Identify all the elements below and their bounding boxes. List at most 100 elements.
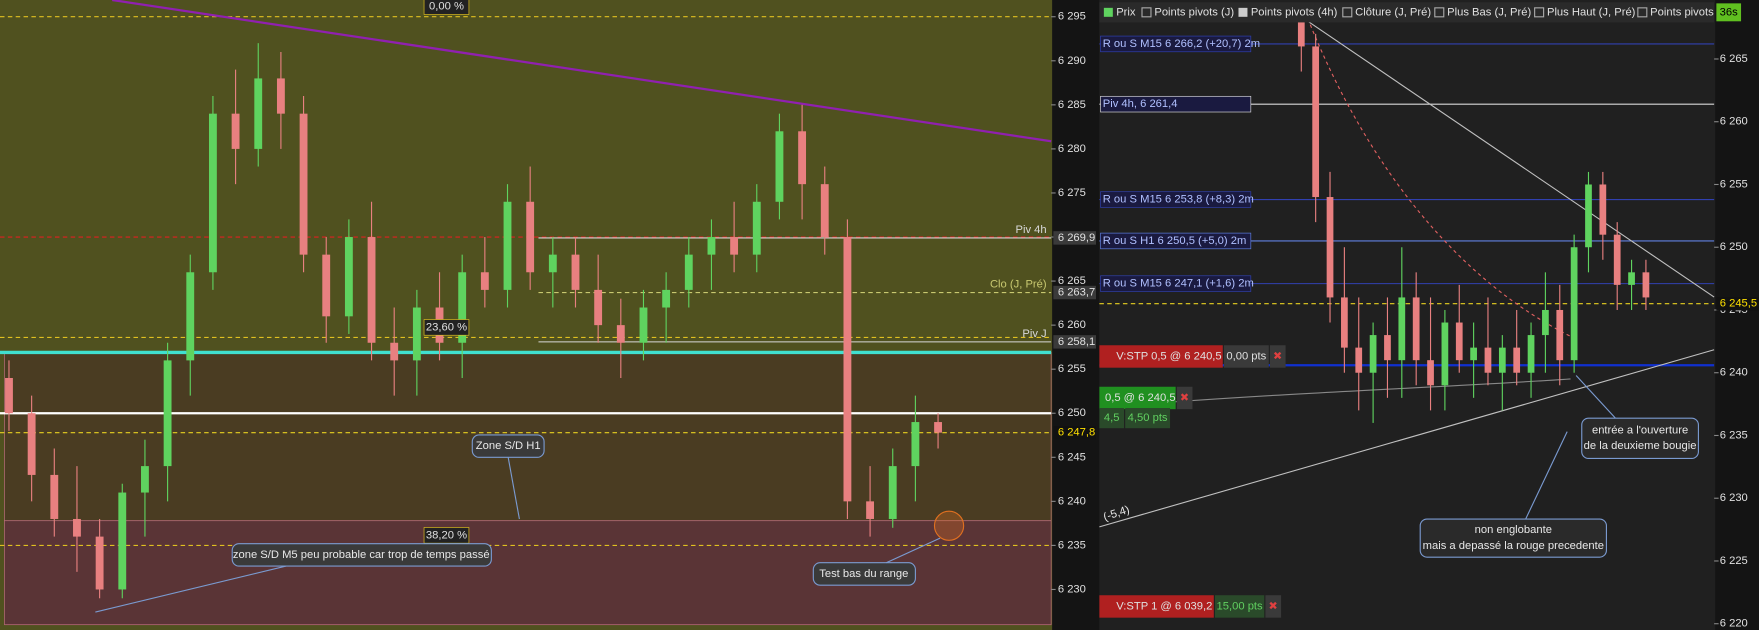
order-box[interactable] xyxy=(1099,386,1176,410)
candle-body xyxy=(50,474,59,519)
level-badge xyxy=(1053,335,1097,349)
curve xyxy=(1309,24,1571,337)
cancel-icon[interactable]: ✖ xyxy=(1269,600,1278,612)
candle-body xyxy=(118,492,127,590)
candle-body xyxy=(1398,297,1406,361)
candle-body xyxy=(684,254,693,290)
candle-body xyxy=(1470,347,1477,361)
annotation-text: de la deuxieme bougie xyxy=(1584,440,1697,452)
level-box xyxy=(1100,275,1252,292)
annotation-text: zone S/D M5 peu probable car trop de tem… xyxy=(233,549,490,561)
callout-pointer xyxy=(95,565,287,613)
callout-box xyxy=(812,562,916,586)
y-tick-label: 6 230 xyxy=(1058,583,1086,595)
level-badge xyxy=(1053,285,1097,300)
order-box[interactable] xyxy=(1099,345,1223,368)
fib-label: 0,00 % xyxy=(429,1,464,13)
y-tick-label: 6 295 xyxy=(1058,11,1086,23)
price-badge xyxy=(1053,425,1097,440)
candle-body xyxy=(1628,272,1635,285)
candle-body xyxy=(1384,335,1391,361)
cancel-icon[interactable]: ✖ xyxy=(1273,350,1282,362)
legend-item[interactable]: Prix xyxy=(1116,6,1136,18)
candle-body xyxy=(616,325,625,343)
y-tick-label: 6 250 xyxy=(1058,407,1086,419)
labels: 6 230 6 235 6 240 6 245 6 250 6 255 6 260 6 265… xyxy=(423,0,1759,630)
cancel-button[interactable] xyxy=(1269,345,1286,368)
candle-body xyxy=(1369,335,1377,373)
trendline xyxy=(112,0,1052,143)
checkbox[interactable] xyxy=(1103,7,1113,17)
order-label: V:STP 0,5 @ 6 240,5 xyxy=(1116,350,1221,362)
y-tick-label: 6 290 xyxy=(1058,55,1086,67)
candle-body xyxy=(322,254,331,317)
fib-label: 38,20 % xyxy=(426,529,467,541)
candle-body xyxy=(526,201,535,273)
level-box xyxy=(1100,35,1252,53)
candle-body xyxy=(231,113,240,149)
candle-body xyxy=(73,518,81,537)
candle-body xyxy=(1542,309,1549,336)
cancel-button[interactable] xyxy=(1265,595,1282,618)
y-tick-label: 6 255 xyxy=(1058,363,1086,375)
candle-body xyxy=(1455,322,1463,361)
y-tick-label: 6 250 xyxy=(1720,241,1748,253)
cancel-button[interactable] xyxy=(1176,386,1193,410)
y-tick-label: 6 260 xyxy=(1720,116,1748,128)
right-axis-bg xyxy=(1715,0,1759,630)
trendline xyxy=(1099,349,1715,528)
level-box xyxy=(1100,95,1252,113)
candle-body xyxy=(1427,360,1434,386)
checkbox[interactable] xyxy=(1342,7,1353,18)
candle-body xyxy=(5,378,13,414)
level-badge-label: 6 258,1 xyxy=(1058,336,1095,348)
annotation-text: Test bas du range xyxy=(819,568,908,580)
legend-item[interactable]: Plus Haut (J, Pré) xyxy=(1547,6,1636,18)
y-tick-label: 6 255 xyxy=(1720,178,1748,190)
checkbox[interactable] xyxy=(1534,7,1545,18)
cancel-icon[interactable]: ✖ xyxy=(1180,392,1189,404)
toolbar: Prix Points pivots (J) Points pivots (4h… xyxy=(1099,2,1742,23)
y-tick-label: 6 235 xyxy=(1720,429,1748,441)
candle-body xyxy=(775,131,784,202)
legend-item[interactable]: Clôture (J, Pré) xyxy=(1355,6,1431,18)
order-pts-box xyxy=(1125,408,1171,429)
orders: V:STP 0,5 @ 6 240,5 0,00 pts ✖ 0,5 @ 6 2… xyxy=(1099,345,1286,618)
right-plot-bg xyxy=(1099,0,1716,630)
order-box[interactable] xyxy=(1099,595,1214,618)
callout-pointer xyxy=(1575,375,1616,419)
checkbox[interactable] xyxy=(1141,7,1152,18)
annotation-text: entrée a l'ouverture xyxy=(1592,424,1688,436)
level-name: Clo (J, Pré) xyxy=(990,279,1047,291)
timer: 36s xyxy=(1720,6,1738,18)
legend-item[interactable]: Points pivots (4h) xyxy=(1251,6,1338,18)
level-badge-label: 6 269,9 xyxy=(1058,232,1095,244)
callout-pointer xyxy=(885,537,941,564)
candle-body xyxy=(95,536,104,590)
checkbox[interactable] xyxy=(1238,7,1248,17)
checkbox[interactable] xyxy=(1434,7,1445,18)
order-pts-box xyxy=(1214,595,1265,618)
candle-body xyxy=(866,501,875,519)
timer-bg xyxy=(1716,3,1742,22)
candle-body xyxy=(458,272,467,343)
level-badge-label: 6 263,7 xyxy=(1058,287,1095,299)
candle-body xyxy=(1570,247,1578,361)
candle-body xyxy=(254,78,263,149)
candle-body xyxy=(412,307,421,361)
candle-body xyxy=(1585,184,1592,248)
y-tick-label: 6 220 xyxy=(1720,618,1748,630)
level-box xyxy=(1100,232,1252,250)
y-tick-label: 6 265 xyxy=(1720,53,1748,65)
legend-item[interactable]: Points pivots xyxy=(1650,6,1714,18)
candle-body xyxy=(1441,322,1449,386)
legend-item[interactable]: Points pivots (J) xyxy=(1154,6,1234,18)
checkbox[interactable] xyxy=(1637,7,1648,18)
candle-body xyxy=(503,201,512,290)
left-axis-bg xyxy=(1052,0,1100,630)
legend-item[interactable]: Plus Bas (J, Pré) xyxy=(1447,6,1531,18)
trendline xyxy=(1300,16,1715,298)
level-badge xyxy=(1053,231,1097,245)
candles xyxy=(5,2,1650,599)
